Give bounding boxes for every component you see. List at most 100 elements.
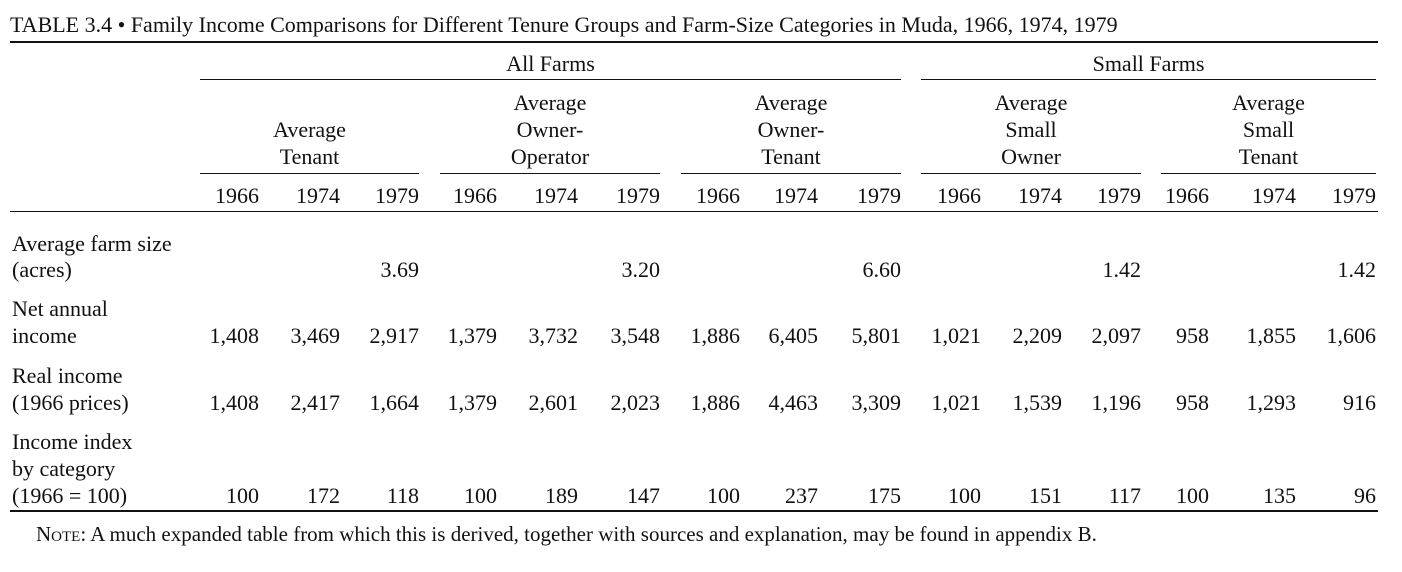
cell-row-4-col-10: 100 bbox=[948, 483, 981, 508]
year-header-col-6: 1979 bbox=[616, 183, 660, 208]
cell-row-2-col-6: 3,548 bbox=[610, 323, 661, 348]
group-rule-2 bbox=[440, 173, 660, 174]
cell-row-2-col-14: 1,855 bbox=[1246, 323, 1297, 348]
year-header-col-3: 1979 bbox=[375, 183, 419, 208]
group-rule-5 bbox=[1161, 173, 1376, 174]
cell-row-1-col-6: 3.20 bbox=[621, 257, 661, 282]
group-heading-4-line-3: Owner bbox=[1001, 144, 1061, 169]
cell-row-3-col-14: 1,293 bbox=[1246, 390, 1297, 415]
top-rule bbox=[10, 41, 1378, 43]
year-header-col-12: 1979 bbox=[1097, 183, 1141, 208]
group-heading-3-line-1: Average bbox=[754, 90, 828, 115]
row-label-2-line-1: Net annual bbox=[12, 296, 108, 321]
cell-row-4-col-7: 100 bbox=[707, 483, 740, 508]
bottom-rule bbox=[10, 510, 1378, 512]
group-heading-3-line-2: Owner- bbox=[757, 117, 825, 142]
group-rule-4 bbox=[921, 173, 1141, 174]
cell-row-3-col-13: 958 bbox=[1176, 390, 1209, 415]
cell-row-4-col-6: 147 bbox=[627, 483, 660, 508]
group-heading-1-line-1: Average bbox=[273, 117, 346, 142]
cell-row-3-col-8: 4,463 bbox=[768, 390, 819, 415]
row-label-4-line-1: Income index bbox=[12, 429, 133, 454]
group-heading-2-line-2: Owner- bbox=[516, 117, 584, 142]
cell-row-4-col-1: 100 bbox=[226, 483, 259, 508]
cell-row-1-col-9: 6.60 bbox=[862, 257, 902, 282]
cell-row-4-col-11: 151 bbox=[1029, 483, 1062, 508]
row-label-3-line-1: Real income bbox=[12, 363, 123, 388]
cell-row-2-col-1: 1,408 bbox=[209, 323, 260, 348]
cell-row-3-col-5: 2,601 bbox=[528, 390, 579, 415]
cell-row-4-col-12: 117 bbox=[1108, 483, 1141, 508]
cell-row-4-col-5: 189 bbox=[545, 483, 578, 508]
group-heading-2-line-3: Operator bbox=[510, 144, 590, 169]
spanner-all-farms: All Farms bbox=[506, 51, 595, 76]
year-header-col-8: 1974 bbox=[774, 183, 818, 208]
cell-row-4-col-14: 135 bbox=[1263, 483, 1296, 508]
row-label-4-line-3: (1966 = 100) bbox=[12, 483, 128, 508]
year-header-col-13: 1966 bbox=[1165, 183, 1209, 208]
cell-row-2-col-15: 1,606 bbox=[1326, 323, 1377, 348]
group-heading-4-line-1: Average bbox=[994, 90, 1068, 115]
cell-row-2-col-3: 2,917 bbox=[369, 323, 420, 348]
cell-row-2-col-7: 1,886 bbox=[690, 323, 741, 348]
cell-row-3-col-7: 1,886 bbox=[690, 390, 741, 415]
header-rule bbox=[10, 211, 1378, 212]
cell-row-2-col-4: 1,379 bbox=[447, 323, 498, 348]
spanner-rule-all-farms bbox=[200, 79, 901, 80]
cell-row-2-col-13: 958 bbox=[1176, 323, 1209, 348]
note-text: A much expanded table from which this is… bbox=[86, 522, 1097, 546]
cell-row-1-col-15: 1.42 bbox=[1337, 257, 1377, 282]
cell-row-2-col-12: 2,097 bbox=[1091, 323, 1142, 348]
year-header-col-15: 1979 bbox=[1332, 183, 1376, 208]
row-label-1-line-2: (acres) bbox=[12, 257, 72, 282]
cell-row-2-col-10: 1,021 bbox=[931, 323, 982, 348]
year-header-col-10: 1966 bbox=[937, 183, 981, 208]
group-rule-1 bbox=[200, 173, 419, 174]
table-note: Note: A much expanded table from which t… bbox=[36, 522, 1097, 547]
note-lead: Note: bbox=[36, 522, 87, 546]
cell-row-2-col-5: 3,732 bbox=[528, 323, 579, 348]
row-label-1-line-1: Average farm size bbox=[12, 231, 172, 256]
table-caption: TABLE 3.4 • Family Income Comparisons fo… bbox=[10, 12, 1118, 37]
cell-row-4-col-4: 100 bbox=[464, 483, 497, 508]
cell-row-4-col-3: 118 bbox=[386, 483, 419, 508]
cell-row-2-col-9: 5,801 bbox=[851, 323, 902, 348]
cell-row-3-col-1: 1,408 bbox=[209, 390, 260, 415]
row-label-3-line-2: (1966 prices) bbox=[12, 390, 129, 415]
row-label-2-line-2: income bbox=[12, 323, 77, 348]
year-header-col-9: 1979 bbox=[857, 183, 901, 208]
cell-row-4-col-9: 175 bbox=[868, 483, 901, 508]
cell-row-1-col-12: 1.42 bbox=[1102, 257, 1142, 282]
cell-row-4-col-15: 96 bbox=[1354, 483, 1376, 508]
cell-row-2-col-2: 3,469 bbox=[290, 323, 341, 348]
group-rule-3 bbox=[681, 173, 901, 174]
year-header-col-5: 1974 bbox=[534, 183, 578, 208]
group-heading-5-line-2: Small bbox=[1242, 117, 1295, 142]
cell-row-3-col-15: 916 bbox=[1343, 390, 1376, 415]
group-heading-3-line-3: Tenant bbox=[761, 144, 821, 169]
cell-row-4-col-8: 237 bbox=[785, 483, 818, 508]
year-header-col-4: 1966 bbox=[453, 183, 497, 208]
spanner-small-farms: Small Farms bbox=[1092, 51, 1205, 76]
cell-row-3-col-2: 2,417 bbox=[290, 390, 341, 415]
cell-row-4-col-2: 172 bbox=[307, 483, 340, 508]
group-heading-2-line-1: Average bbox=[513, 90, 587, 115]
spanner-rule-small-farms bbox=[921, 79, 1376, 80]
cell-row-2-col-11: 2,209 bbox=[1012, 323, 1063, 348]
year-header-col-11: 1974 bbox=[1018, 183, 1062, 208]
group-heading-1-line-2: Tenant bbox=[279, 144, 340, 169]
year-header-col-2: 1974 bbox=[296, 183, 340, 208]
year-header-col-14: 1974 bbox=[1252, 183, 1296, 208]
cell-row-1-col-3: 3.69 bbox=[380, 257, 420, 282]
cell-row-3-col-6: 2,023 bbox=[610, 390, 661, 415]
year-header-col-7: 1966 bbox=[696, 183, 740, 208]
cell-row-4-col-13: 100 bbox=[1176, 483, 1209, 508]
cell-row-3-col-3: 1,664 bbox=[369, 390, 420, 415]
group-heading-4-line-2: Small bbox=[1005, 117, 1057, 142]
row-label-4-line-2: by category bbox=[12, 456, 116, 481]
cell-row-3-col-9: 3,309 bbox=[851, 390, 902, 415]
cell-row-3-col-10: 1,021 bbox=[931, 390, 982, 415]
cell-row-3-col-4: 1,379 bbox=[447, 390, 498, 415]
group-heading-5-line-1: Average bbox=[1232, 90, 1305, 115]
cell-row-2-col-8: 6,405 bbox=[768, 323, 819, 348]
